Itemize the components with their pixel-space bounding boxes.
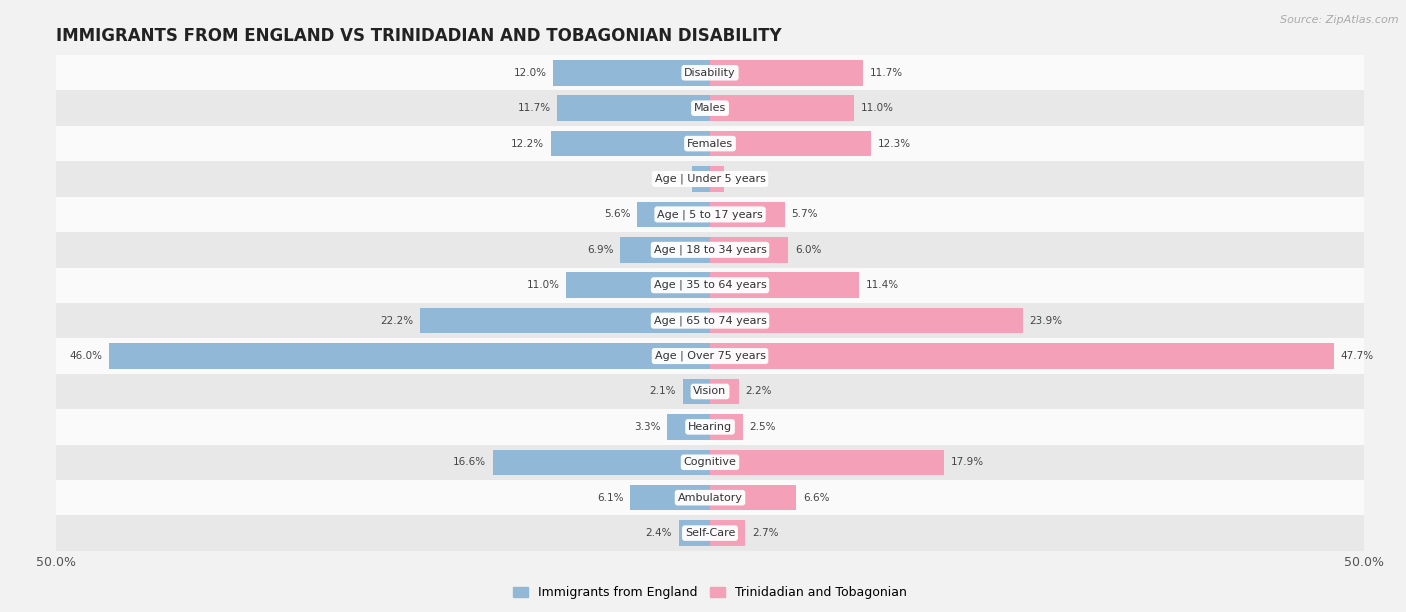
Text: 16.6%: 16.6% xyxy=(453,457,486,468)
Text: Age | Over 75 years: Age | Over 75 years xyxy=(655,351,765,361)
Text: 2.2%: 2.2% xyxy=(745,386,772,397)
Bar xyxy=(710,166,724,192)
Bar xyxy=(710,131,870,156)
Bar xyxy=(710,485,796,510)
Bar xyxy=(420,308,710,334)
Text: 6.6%: 6.6% xyxy=(803,493,830,502)
Text: 11.0%: 11.0% xyxy=(527,280,560,290)
Text: 11.7%: 11.7% xyxy=(517,103,551,113)
Bar xyxy=(710,60,863,86)
Bar xyxy=(630,485,710,510)
Text: 11.7%: 11.7% xyxy=(869,68,903,78)
Text: 6.9%: 6.9% xyxy=(586,245,613,255)
Text: Age | Under 5 years: Age | Under 5 years xyxy=(655,174,765,184)
Text: 2.4%: 2.4% xyxy=(645,528,672,538)
Bar xyxy=(56,91,1364,126)
Text: 5.6%: 5.6% xyxy=(603,209,630,220)
Bar xyxy=(710,308,1022,334)
Text: IMMIGRANTS FROM ENGLAND VS TRINIDADIAN AND TOBAGONIAN DISABILITY: IMMIGRANTS FROM ENGLAND VS TRINIDADIAN A… xyxy=(56,27,782,45)
Text: Source: ZipAtlas.com: Source: ZipAtlas.com xyxy=(1281,15,1399,25)
Text: 17.9%: 17.9% xyxy=(950,457,984,468)
Bar xyxy=(710,202,785,227)
Text: 12.0%: 12.0% xyxy=(513,68,547,78)
Text: 2.5%: 2.5% xyxy=(749,422,776,432)
Text: Self-Care: Self-Care xyxy=(685,528,735,538)
Bar xyxy=(56,162,1364,196)
Bar xyxy=(494,450,710,475)
Text: 1.4%: 1.4% xyxy=(658,174,685,184)
Bar xyxy=(56,409,1364,444)
Text: Cognitive: Cognitive xyxy=(683,457,737,468)
Text: 1.1%: 1.1% xyxy=(731,174,758,184)
Text: 22.2%: 22.2% xyxy=(380,316,413,326)
Text: 12.2%: 12.2% xyxy=(510,138,544,149)
Bar xyxy=(637,202,710,227)
Bar xyxy=(692,166,710,192)
Text: Age | 18 to 34 years: Age | 18 to 34 years xyxy=(654,245,766,255)
Bar xyxy=(710,414,742,439)
Text: 6.1%: 6.1% xyxy=(598,493,624,502)
Bar xyxy=(710,237,789,263)
Bar xyxy=(666,414,710,439)
Bar xyxy=(108,343,710,369)
Bar xyxy=(56,303,1364,338)
Text: 2.1%: 2.1% xyxy=(650,386,676,397)
Text: 23.9%: 23.9% xyxy=(1029,316,1062,326)
Text: 12.3%: 12.3% xyxy=(877,138,911,149)
Text: 46.0%: 46.0% xyxy=(69,351,103,361)
Bar xyxy=(56,338,1364,374)
Bar xyxy=(551,131,710,156)
Bar xyxy=(56,444,1364,480)
Legend: Immigrants from England, Trinidadian and Tobagonian: Immigrants from England, Trinidadian and… xyxy=(508,581,912,604)
Bar xyxy=(553,60,710,86)
Bar xyxy=(710,379,738,404)
Text: 2.7%: 2.7% xyxy=(752,528,779,538)
Bar xyxy=(710,520,745,546)
Text: 5.7%: 5.7% xyxy=(792,209,818,220)
Bar xyxy=(710,343,1334,369)
Text: Age | 35 to 64 years: Age | 35 to 64 years xyxy=(654,280,766,291)
Text: Disability: Disability xyxy=(685,68,735,78)
Text: Vision: Vision xyxy=(693,386,727,397)
Bar xyxy=(682,379,710,404)
Text: Hearing: Hearing xyxy=(688,422,733,432)
Text: Age | 65 to 74 years: Age | 65 to 74 years xyxy=(654,315,766,326)
Bar xyxy=(620,237,710,263)
Text: Age | 5 to 17 years: Age | 5 to 17 years xyxy=(657,209,763,220)
Bar xyxy=(56,515,1364,551)
Text: Ambulatory: Ambulatory xyxy=(678,493,742,502)
Bar xyxy=(557,95,710,121)
Text: 6.0%: 6.0% xyxy=(794,245,821,255)
Bar xyxy=(56,126,1364,162)
Text: 11.4%: 11.4% xyxy=(866,280,898,290)
Bar xyxy=(567,272,710,298)
Bar xyxy=(56,232,1364,267)
Bar xyxy=(56,267,1364,303)
Bar xyxy=(710,95,853,121)
Bar xyxy=(56,196,1364,232)
Bar xyxy=(56,374,1364,409)
Bar xyxy=(56,480,1364,515)
Text: Males: Males xyxy=(695,103,725,113)
Bar xyxy=(56,55,1364,91)
Bar xyxy=(710,272,859,298)
Text: 47.7%: 47.7% xyxy=(1340,351,1374,361)
Bar xyxy=(710,450,943,475)
Text: 3.3%: 3.3% xyxy=(634,422,661,432)
Text: 11.0%: 11.0% xyxy=(860,103,893,113)
Text: Females: Females xyxy=(688,138,733,149)
Bar xyxy=(679,520,710,546)
